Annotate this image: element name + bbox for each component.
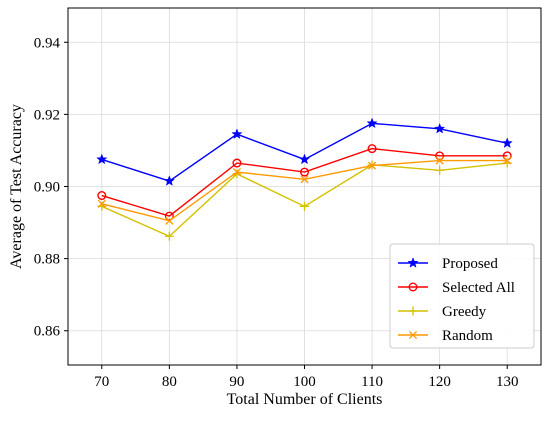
y-axis-label: Average of Test Accuracy xyxy=(8,104,25,269)
data-point-random xyxy=(435,156,444,165)
data-point-random xyxy=(232,168,241,177)
grid xyxy=(68,8,541,365)
y-axis: 0.86 0.88 0.90 0.92 0.94 xyxy=(34,35,68,340)
x-tick-label: 80 xyxy=(162,374,177,390)
y-tick-label: 0.90 xyxy=(34,180,60,196)
legend-marker-random xyxy=(408,330,418,340)
data-point-proposed xyxy=(96,153,108,165)
data-point-random xyxy=(97,199,106,208)
legend-marker-greedy xyxy=(408,306,418,316)
data-point-proposed xyxy=(163,175,175,186)
data-point-proposed xyxy=(366,117,378,129)
data-point-selected-all xyxy=(97,191,107,201)
legend-label-selected-all: Selected All xyxy=(442,280,515,296)
data-point-proposed xyxy=(231,128,243,139)
legend-label-greedy: Greedy xyxy=(442,304,487,320)
data-point-greedy xyxy=(164,231,174,241)
legend-marker-proposed xyxy=(407,257,419,268)
legend-label-random: Random xyxy=(442,328,493,344)
x-axis-label: Total Number of Clients xyxy=(227,391,383,408)
x-tick-label: 120 xyxy=(428,374,451,390)
x-axis: 70 80 90 100 110 120 130 xyxy=(94,365,518,390)
data-point-random xyxy=(368,161,377,170)
legend-label-proposed: Proposed xyxy=(442,256,498,272)
series-proposed xyxy=(96,117,513,186)
data-point-random xyxy=(503,156,512,165)
series-selected-all xyxy=(97,144,512,221)
x-tick-label: 90 xyxy=(229,374,244,390)
data-point-selected-all xyxy=(367,144,377,154)
series-layer xyxy=(96,117,513,241)
data-point-random xyxy=(165,216,174,225)
legend-marker-selected-all xyxy=(408,282,418,292)
y-tick-label: 0.88 xyxy=(34,252,60,268)
series-random xyxy=(97,156,512,225)
y-tick-label: 0.86 xyxy=(34,324,61,340)
y-tick-label: 0.92 xyxy=(34,107,60,123)
data-point-greedy xyxy=(435,165,445,175)
y-tick-label: 0.94 xyxy=(34,35,61,51)
x-tick-label: 100 xyxy=(293,374,316,390)
data-point-greedy xyxy=(300,201,309,211)
x-tick-label: 130 xyxy=(496,374,519,390)
x-tick-label: 70 xyxy=(94,374,109,390)
data-point-random xyxy=(300,175,309,184)
data-point-proposed xyxy=(501,137,513,149)
x-tick-label: 110 xyxy=(361,374,383,390)
legend: Proposed Selected All Greedy Random xyxy=(389,243,535,349)
legend-box xyxy=(389,243,535,349)
data-point-selected-all xyxy=(300,167,310,177)
data-point-selected-all xyxy=(232,158,242,168)
data-point-proposed xyxy=(434,122,446,134)
data-point-proposed xyxy=(298,153,311,165)
series-line-selected-all xyxy=(101,147,508,217)
